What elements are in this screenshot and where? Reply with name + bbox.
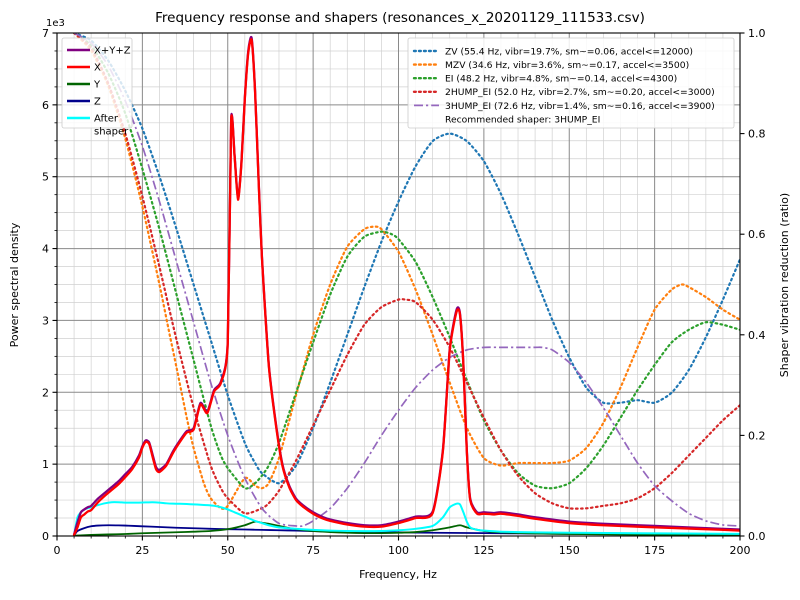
- shaper-curve-zv: [72, 33, 740, 485]
- psd-curve-x: [72, 38, 740, 536]
- y-tick-label: 7: [42, 27, 49, 40]
- shaper-legend[interactable]: ZV (55.4 Hz, vibr=19.7%, sm~=0.06, accel…: [407, 37, 735, 129]
- shaper-legend-box: [407, 37, 735, 129]
- y-axis-label: Power spectral density: [8, 222, 21, 347]
- y-tick-label: 2: [42, 386, 49, 399]
- x-tick-label: 0: [54, 544, 61, 557]
- inner-legend-label-4-cont: shaper: [94, 127, 129, 138]
- shaper-curve-mzv: [72, 33, 740, 510]
- x-tick-label: 25: [135, 544, 149, 557]
- x-tick-label: 125: [473, 544, 494, 557]
- psd-curve-z: [73, 524, 740, 536]
- inner-legend-label-0: X+Y+Z: [94, 46, 131, 57]
- x-tick-label: 175: [644, 544, 665, 557]
- inner-legend-label-4: After: [94, 114, 119, 125]
- shaper-legend-label-zv: ZV (55.4 Hz, vibr=19.7%, sm~=0.06, accel…: [445, 46, 693, 57]
- inner-legend-label-2: Y: [93, 80, 101, 91]
- x-tick-label: 75: [306, 544, 320, 557]
- inner-legend[interactable]: X+Y+Z XYZ After shaper: [61, 37, 133, 138]
- shaper-legend-label-mzv: MZV (34.6 Hz, vibr=3.6%, sm~=0.17, accel…: [445, 60, 689, 71]
- x-tick-label: 150: [559, 544, 580, 557]
- plot-curves: [72, 33, 740, 536]
- inner-legend-label-1: X: [94, 63, 101, 74]
- y-tick-label-right: 0.6: [748, 228, 766, 241]
- shaper-curve-ei: [72, 33, 740, 490]
- x-tick-label: 50: [221, 544, 235, 557]
- shaper-legend-label-2hump_ei: 2HUMP_EI (52.0 Hz, vibr=2.7%, sm~=0.20, …: [445, 87, 715, 98]
- series-layer: [72, 33, 740, 536]
- y-tick-label-right: 1.0: [748, 27, 766, 40]
- y-axis-label-right: Shaper vibration reduction (ratio): [778, 193, 791, 377]
- x-axis-label: Frequency, Hz: [359, 568, 437, 581]
- chart-title: Frequency response and shapers (resonanc…: [155, 10, 645, 26]
- y-tick-label: 1: [42, 458, 49, 471]
- y-tick-label-right: 0.8: [748, 128, 766, 141]
- shaper-legend-label-ei: EI (48.2 Hz, vibr=4.8%, sm~=0.14, accel<…: [445, 74, 677, 85]
- y-tick-label-right: 0.0: [748, 530, 766, 543]
- y-tick-label: 6: [42, 99, 49, 112]
- shaper-curve-2hump_ei: [72, 33, 740, 515]
- recommended-shaper-note: Recommended shaper: 3HUMP_EI: [445, 114, 600, 125]
- y-tick-label-right: 0.2: [748, 429, 766, 442]
- shaper-curve-3hump_ei: [73, 33, 740, 528]
- inner-legend-label-3: Z: [94, 97, 101, 108]
- y-tick-label: 3: [42, 314, 49, 327]
- inner-legend-box: [61, 37, 133, 129]
- psd-curve-after-shaper: [73, 501, 740, 536]
- x-tick-label: 100: [388, 544, 409, 557]
- y-tick-label: 0: [42, 530, 49, 543]
- shaper-legend-label-3hump_ei: 3HUMP_EI (72.6 Hz, vibr=1.4%, sm~=0.16, …: [445, 101, 715, 112]
- x-tick-label: 200: [730, 544, 751, 557]
- y-tick-label: 4: [42, 243, 49, 256]
- y-tick-label-right: 0.4: [748, 329, 766, 342]
- y-axis-multiplier: 1e3: [46, 18, 65, 29]
- y-tick-label: 5: [42, 171, 49, 184]
- tick-layer: 0 25 50 75 100 125 150 175 200 0 1 2 3 4 5 6 7 0.0 0.2 0.4 0…: [42, 27, 766, 557]
